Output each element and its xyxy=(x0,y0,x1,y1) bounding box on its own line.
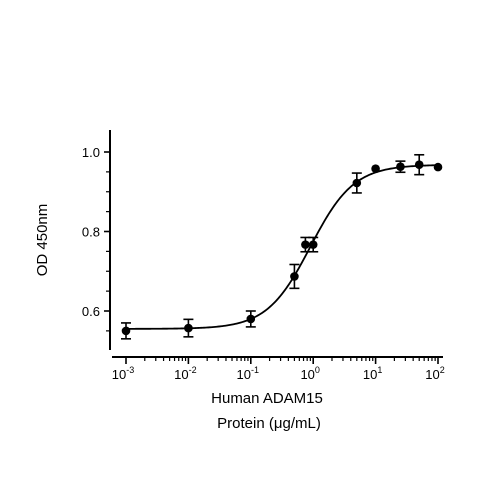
data-point xyxy=(184,323,193,333)
data-point xyxy=(414,160,424,170)
y-tick-label: 0.8 xyxy=(82,225,100,240)
x-tick-label: 101 xyxy=(363,365,382,382)
y-tick-label: 0.6 xyxy=(82,304,100,319)
y-tick-label: 1.0 xyxy=(82,145,100,160)
x-axis-title-line2: Protein (μg/mL) xyxy=(217,415,321,432)
fit-curve-layer xyxy=(126,164,439,330)
data-point xyxy=(121,326,131,336)
data-point xyxy=(433,162,443,172)
data-point xyxy=(246,314,256,324)
data-point xyxy=(352,178,362,188)
axes xyxy=(109,130,443,358)
data-point xyxy=(301,240,310,249)
data-point xyxy=(396,162,405,172)
x-tick-label: 10-1 xyxy=(237,365,259,382)
x-tick-label: 100 xyxy=(300,365,319,382)
ticks: 0.6 0.8 1.0 10-3 10-2 10-1 100 101 102 xyxy=(82,145,445,382)
data-point xyxy=(308,240,318,249)
fit-curve xyxy=(126,164,439,330)
x-tick-label: 102 xyxy=(425,365,444,382)
x-axis-title-line1: Human ADAM15 xyxy=(211,390,323,407)
x-tick-label: 10-2 xyxy=(174,365,196,382)
y-axis-title: OD 450nm xyxy=(34,204,51,277)
data-point xyxy=(371,164,380,173)
data-points-layer xyxy=(121,153,443,340)
data-point xyxy=(290,272,299,281)
x-tick-label: 10-3 xyxy=(112,365,134,382)
